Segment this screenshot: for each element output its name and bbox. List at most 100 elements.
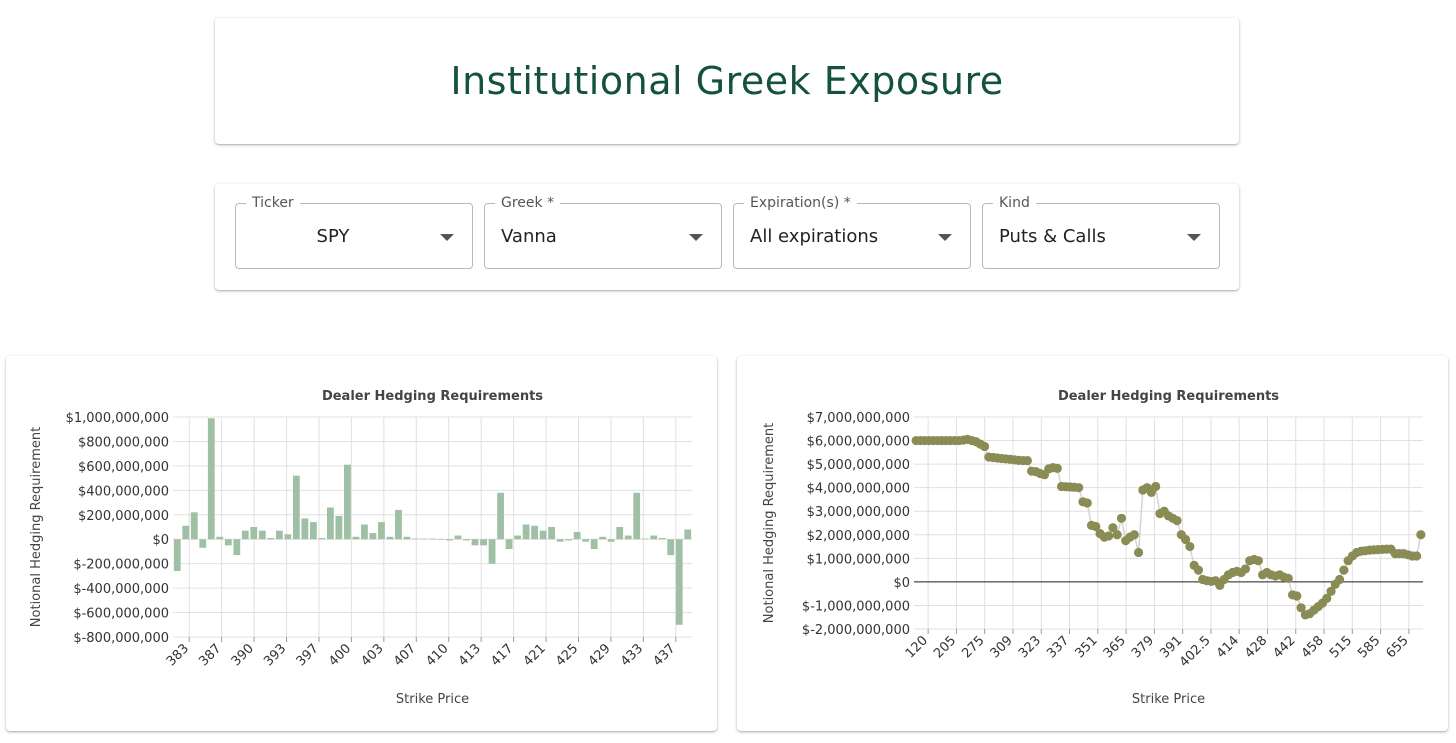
data-point xyxy=(1104,531,1114,541)
bar-chart-card: Dealer Hedging Requirements $1,000,000,00… xyxy=(6,356,717,731)
y-tick-label: $200,000,000 xyxy=(78,509,169,524)
scatter-chart-card: Dealer Hedging Requirements $7,000,000,00… xyxy=(737,356,1448,731)
bar xyxy=(514,535,521,540)
kind-label: Kind xyxy=(993,193,1036,213)
x-axis-title: Strike Price xyxy=(396,692,469,707)
y-tick-label: $6,000,000,000 xyxy=(807,435,910,450)
bar xyxy=(463,539,470,541)
y-tick-label: $0 xyxy=(152,533,169,548)
bar xyxy=(454,535,462,540)
data-point xyxy=(1112,530,1122,540)
ticker-select[interactable]: Ticker SPY xyxy=(235,193,473,269)
bar xyxy=(250,527,258,540)
chart-title: Dealer Hedging Requirements xyxy=(322,389,543,404)
kind-value: Puts & Calls xyxy=(999,226,1106,247)
greek-select[interactable]: Greek * Vanna xyxy=(484,193,722,269)
bar xyxy=(667,539,675,556)
x-tick-label: 428 xyxy=(1242,633,1270,661)
title-card: Institutional Greek Exposure xyxy=(215,18,1239,144)
x-tick-label: 275 xyxy=(959,633,987,661)
y-tick-label: $-1,000,000,000 xyxy=(802,599,910,614)
x-tick-label: 413 xyxy=(456,641,484,669)
bar xyxy=(173,539,181,571)
bar xyxy=(412,538,419,540)
data-point xyxy=(1074,483,1084,493)
y-tick-label: $-200,000,000 xyxy=(73,558,169,573)
bar xyxy=(429,538,436,540)
x-tick-label: 365 xyxy=(1101,633,1129,661)
bar xyxy=(190,512,198,540)
y-tick-label: $1,000,000,000 xyxy=(807,552,910,567)
x-tick-label: 585 xyxy=(1355,633,1383,661)
x-tick-label: 351 xyxy=(1072,633,1100,661)
bar xyxy=(471,539,479,546)
x-tick-label: 442 xyxy=(1270,633,1298,661)
page-title: Institutional Greek Exposure xyxy=(450,59,1004,103)
expirations-select[interactable]: Expiration(s) * All expirations xyxy=(733,193,971,269)
ticker-value: SPY xyxy=(316,226,350,247)
bar xyxy=(582,539,590,542)
x-tick-label: 433 xyxy=(618,641,646,669)
bar xyxy=(386,536,394,540)
y-tick-label: $-800,000,000 xyxy=(73,631,169,646)
x-tick-label: 403 xyxy=(359,641,387,669)
bar xyxy=(548,527,556,540)
y-tick-label: $800,000,000 xyxy=(78,435,169,450)
x-tick-label: 417 xyxy=(488,641,516,669)
chart-title: Dealer Hedging Requirements xyxy=(1058,389,1279,404)
x-tick-label: 400 xyxy=(326,641,354,669)
bar xyxy=(369,533,377,540)
y-tick-label: $0 xyxy=(893,576,910,591)
data-point xyxy=(979,441,990,452)
y-tick-label: $-600,000,000 xyxy=(73,607,169,622)
data-point xyxy=(1322,593,1332,603)
data-point xyxy=(1108,523,1118,533)
data-point xyxy=(1334,574,1345,585)
x-axis-title: Strike Price xyxy=(1132,692,1205,707)
bar xyxy=(675,539,683,625)
x-tick-label: 337 xyxy=(1044,633,1072,661)
bar xyxy=(233,539,241,556)
x-tick-label: 421 xyxy=(521,641,549,669)
dropdown-arrow-icon xyxy=(440,234,454,241)
bar xyxy=(224,539,232,546)
data-point xyxy=(1091,521,1101,532)
x-tick-label: 390 xyxy=(229,641,257,669)
scatter-chart: Dealer Hedging Requirements $7,000,000,00… xyxy=(762,389,1426,707)
data-point xyxy=(1133,547,1144,558)
bar xyxy=(684,529,692,540)
x-tick-label: 393 xyxy=(261,641,289,669)
data-point xyxy=(1082,498,1092,508)
bar xyxy=(556,539,564,542)
bar xyxy=(446,539,453,541)
data-point xyxy=(1292,591,1302,601)
bar xyxy=(480,539,487,546)
bar xyxy=(658,538,666,540)
data-point xyxy=(1022,455,1032,466)
bar xyxy=(616,527,624,540)
y-tick-label: $600,000,000 xyxy=(78,460,169,475)
bar xyxy=(437,539,445,540)
x-tick-label: 205 xyxy=(931,633,959,661)
kind-select[interactable]: Kind Puts & Calls xyxy=(982,193,1220,269)
bar xyxy=(199,539,207,548)
x-tick-label: 407 xyxy=(391,641,419,669)
bar xyxy=(284,534,292,540)
x-tick-label: 379 xyxy=(1129,633,1157,661)
x-tick-label: 515 xyxy=(1327,633,1355,661)
bar xyxy=(641,538,649,540)
bar xyxy=(335,516,343,540)
bar xyxy=(624,535,632,540)
data-point xyxy=(1116,513,1127,523)
bar xyxy=(182,525,190,540)
data-point xyxy=(1416,530,1426,540)
x-tick-label: 414 xyxy=(1214,633,1242,661)
filter-panel: Ticker SPY Greek * Vanna Expiration(s) *… xyxy=(215,184,1239,290)
bar xyxy=(420,538,428,540)
x-tick-label: 655 xyxy=(1384,633,1412,661)
data-point xyxy=(1339,565,1349,575)
data-point xyxy=(1129,530,1139,540)
expirations-label: Expiration(s) * xyxy=(744,193,857,213)
bar xyxy=(633,492,641,540)
x-tick-label: 425 xyxy=(553,641,581,669)
